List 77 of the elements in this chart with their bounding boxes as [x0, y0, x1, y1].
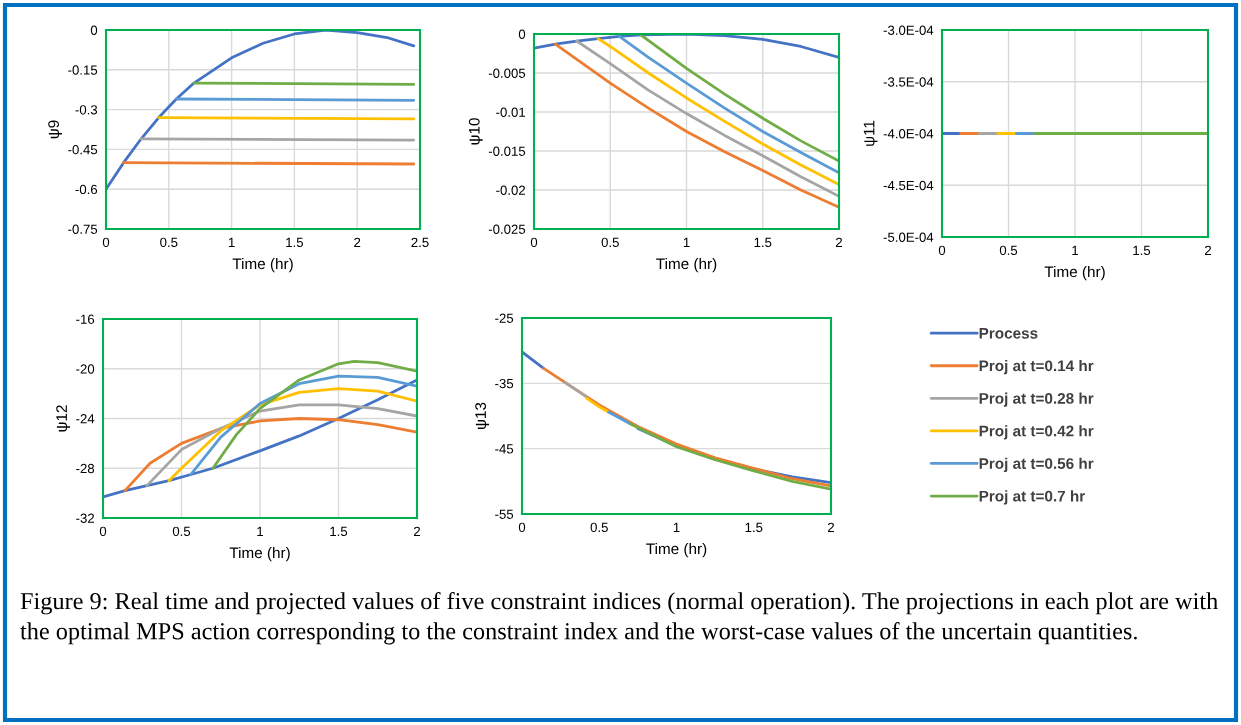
line-series — [211, 359, 417, 470]
line-series — [553, 42, 839, 209]
x-tick-label: 1 — [683, 237, 690, 247]
y-tick-label: -32 — [76, 513, 95, 523]
y-tick-label: -3.5E-04 — [883, 77, 934, 87]
legend-label: Proj at t=0.42 hr — [979, 425, 1094, 440]
x-tick-label: 0.5 — [590, 522, 608, 533]
line-series — [596, 37, 839, 186]
x-tick-label: 2 — [1205, 245, 1212, 255]
line-series — [189, 374, 417, 476]
y-tick-label: -0.3 — [75, 105, 98, 115]
y-axis-title: ψ10 — [468, 118, 483, 145]
y-axis-title: ψ13 — [475, 402, 490, 429]
x-tick-label: 1.5 — [1133, 245, 1151, 256]
x-tick-label: 1.5 — [286, 237, 304, 248]
y-tick-label: -45 — [495, 444, 514, 454]
x-tick-label: 0 — [102, 237, 110, 248]
y-axis-title: ψ11 — [863, 120, 878, 146]
y-tick-label: -0.15 — [68, 65, 98, 75]
line-series — [618, 34, 839, 175]
y-tick-label: -0.6 — [75, 184, 98, 195]
x-tick-label: 1 — [257, 526, 264, 536]
y-tick-label: -0.015 — [488, 146, 526, 156]
x-tick-label: 2 — [828, 522, 835, 532]
x-tick-label: 0.5 — [601, 237, 619, 248]
y-tick-label: -0.75 — [68, 224, 98, 234]
x-tick-label: 0 — [938, 245, 946, 256]
line-series — [628, 422, 831, 491]
y-tick-label: -4.5E-04 — [883, 180, 934, 191]
legend-label: Proj at t=0.56 hr — [979, 457, 1094, 472]
x-axis-title: Time (hr) — [232, 257, 293, 273]
y-tick-label: -20 — [76, 364, 95, 374]
x-tick-label: 1 — [228, 237, 235, 247]
y-tick-label: -25 — [495, 313, 514, 323]
y-tick-label: -35 — [495, 378, 514, 389]
x-tick-label: 2 — [354, 237, 361, 247]
y-tick-label: -0.45 — [68, 144, 98, 155]
legend-label: Proj at t=0.7 hr — [979, 490, 1085, 505]
legend-label: Process — [979, 328, 1038, 339]
x-tick-label: 2 — [836, 237, 843, 247]
x-tick-label: 0.5 — [999, 245, 1018, 256]
y-axis-title: ψ9 — [48, 120, 63, 139]
y-tick-label: -4.0E-04 — [883, 129, 934, 139]
x-tick-label: 2 — [414, 526, 421, 536]
x-tick-label: 0 — [530, 237, 538, 248]
x-axis-title: Time (hr) — [646, 542, 707, 558]
line-series — [575, 39, 839, 198]
line-series — [106, 30, 416, 191]
y-tick-label: -0.005 — [488, 68, 526, 78]
x-axis-title: Time (hr) — [656, 257, 717, 273]
line-series — [639, 34, 839, 163]
y-tick-label: -16 — [76, 314, 95, 324]
y-tick-label: -28 — [76, 463, 95, 474]
y-tick-label: -55 — [495, 509, 514, 519]
y-tick-label: -3.0E-04 — [883, 25, 934, 35]
legend-label: Proj at t=0.14 hr — [979, 360, 1094, 375]
x-axis-title: Time (hr) — [1044, 265, 1105, 281]
x-tick-label: 1.5 — [330, 526, 348, 537]
x-tick-label: 1.5 — [754, 237, 772, 248]
y-tick-label: 0 — [518, 29, 526, 39]
x-tick-label: 2.5 — [411, 237, 429, 248]
x-axis-title: Time (hr) — [229, 546, 290, 562]
caption: Figure 9: Real time and projected values of five constraint indices (normal operation). The projections in each plot are with the optimal MPS action corresponding to the constraint index and the worst-case values of the uncertain quantities. — [20, 592, 1218, 645]
y-tick-label: -0.01 — [496, 107, 526, 117]
x-tick-label: 0 — [99, 526, 107, 537]
y-tick-label: -0.02 — [496, 185, 526, 195]
legend-label: Proj at t=0.28 hr — [979, 392, 1094, 407]
y-tick-label: -0.025 — [488, 224, 526, 234]
y-tick-label: -24 — [76, 414, 95, 424]
y-tick-label: 0 — [90, 25, 98, 35]
x-tick-label: 1 — [673, 522, 680, 532]
y-axis-title: ψ12 — [56, 405, 71, 432]
x-tick-label: 0.5 — [160, 237, 178, 248]
x-tick-label: 0.5 — [172, 526, 191, 537]
x-tick-label: 1.5 — [745, 522, 763, 533]
x-tick-label: 1 — [1072, 245, 1079, 255]
y-tick-label: -5.0E-04 — [883, 232, 934, 242]
